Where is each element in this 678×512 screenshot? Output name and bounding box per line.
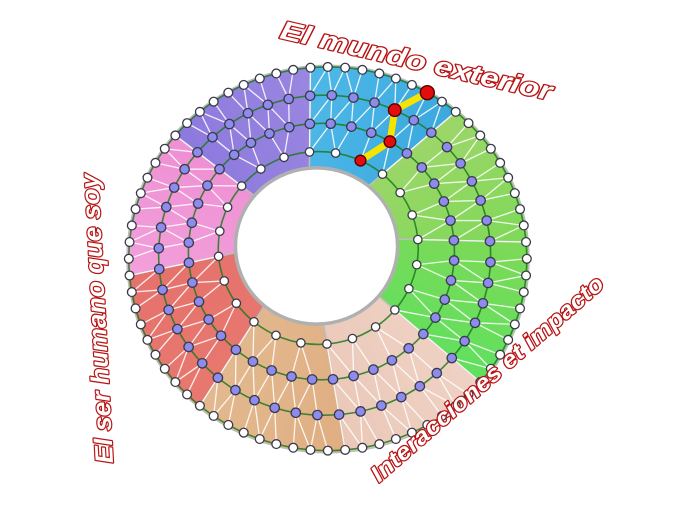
svg-text:El ser humano que soy: El ser humano que soy (76, 172, 119, 464)
